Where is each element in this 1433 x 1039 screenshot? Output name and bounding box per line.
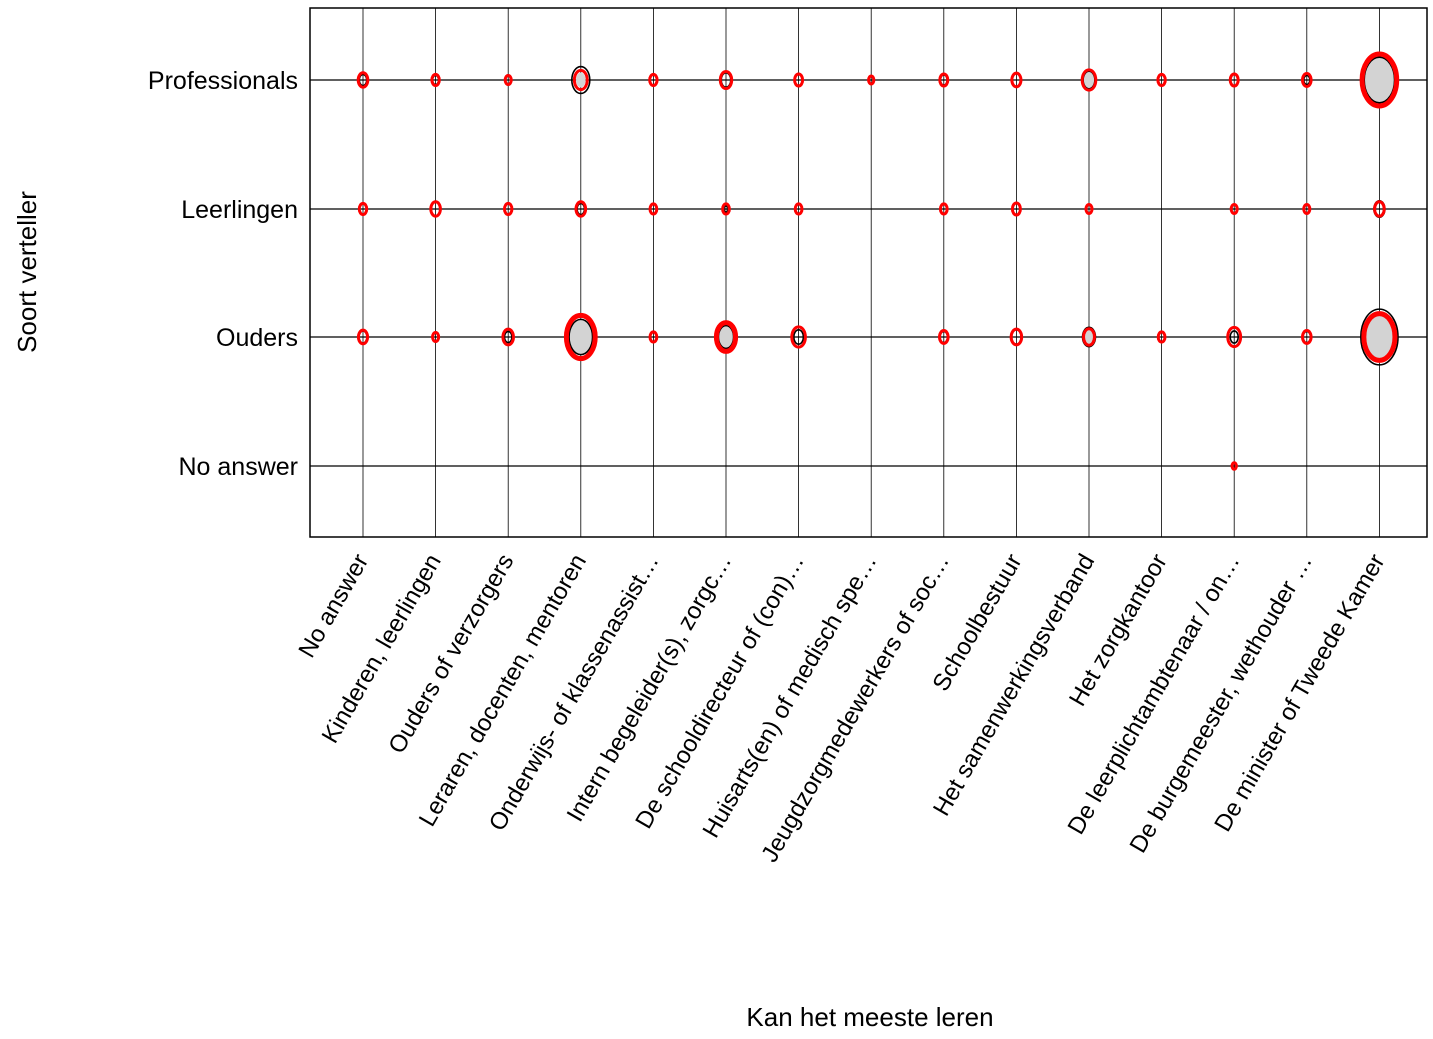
grid-lines <box>310 8 1427 537</box>
bubble-red-outline <box>572 68 589 92</box>
bubble-red-outline <box>648 202 659 216</box>
bubble-red-outline <box>1080 68 1098 92</box>
bubble-red-outline <box>356 328 370 346</box>
bubble-black-outline <box>792 328 805 345</box>
bubble-fill <box>1083 328 1095 346</box>
x-axis-label: Kan het meeste leren <box>746 1002 993 1032</box>
bubble-red-outline <box>1228 72 1240 88</box>
bubble-red-outline <box>1301 72 1313 88</box>
bubble-black-outline <box>568 318 594 356</box>
bubble-red-outline <box>648 72 659 88</box>
bubble-red-outline <box>938 202 949 216</box>
bubble-red-outline <box>357 201 369 217</box>
bubble-black-outline <box>1229 330 1240 344</box>
bubble-red-outline <box>1082 327 1096 347</box>
bubble-fill <box>1363 313 1395 361</box>
y-tick-label: Professionals <box>148 67 298 95</box>
bubble-red-outline <box>1010 71 1023 89</box>
bubble-red-outline <box>429 200 442 218</box>
bubble-red-outline <box>563 312 598 362</box>
bubble-red-outline <box>713 320 739 354</box>
bubble-red-outline <box>1084 202 1094 216</box>
bubble-red-outline <box>430 72 441 88</box>
bubble-red-outline <box>1010 201 1022 217</box>
bubble-red-outline <box>1156 72 1167 88</box>
x-tick-label: No answer <box>293 549 374 662</box>
bubble-red-outline <box>502 201 514 217</box>
bubble-black-outline <box>1360 308 1399 366</box>
bubble-red-outline <box>790 325 807 349</box>
bubble-red-outline <box>1359 51 1400 109</box>
bubble-red-outline <box>718 69 734 91</box>
bubble-fill <box>718 325 734 349</box>
bubble-red-outline <box>1226 325 1243 349</box>
bubble-red-outline <box>648 330 659 344</box>
bubble-red-outline <box>1229 202 1239 216</box>
y-tick-label: Leerlingen <box>181 196 298 224</box>
bubble-red-outline <box>501 327 515 347</box>
bubble-red-outline <box>1361 311 1398 363</box>
bubble-fill <box>576 72 586 88</box>
bubble-red-outline <box>1230 461 1238 471</box>
bubble-red-outline <box>356 71 370 89</box>
bubble-red-outline <box>938 329 950 345</box>
bubble-red-outline <box>431 330 441 344</box>
bubble-red-outline <box>938 72 950 88</box>
x-tick-label: Ouders of verzorgers <box>383 550 519 759</box>
bubble-red-outline <box>1009 327 1024 347</box>
bubble-red-outline <box>867 74 876 86</box>
bubble-marks <box>356 51 1400 471</box>
plot-area <box>309 7 1428 538</box>
bubble-black-outline <box>571 65 591 95</box>
bubble-red-outline <box>1373 200 1386 218</box>
bubble-red-outline <box>721 202 731 216</box>
bubble-black-outline <box>503 330 513 344</box>
bubble-fill <box>1364 57 1395 103</box>
y-axis-label: Soort verteller <box>12 191 42 353</box>
bubble-fill <box>1083 71 1095 89</box>
bubble-red-outline <box>793 202 804 216</box>
bubble-red-outline <box>574 200 588 218</box>
bubble-red-outline <box>1156 330 1167 344</box>
bubble-red-outline <box>1301 329 1313 345</box>
y-tick-label: No answer <box>179 453 299 481</box>
bubble-red-outline <box>503 73 513 87</box>
bubble-fill <box>569 319 593 355</box>
bubble-red-outline <box>1302 202 1312 216</box>
y-tick-labels: Professionals Leerlingen Ouders No answer <box>148 67 298 481</box>
y-tick-label: Ouders <box>216 324 298 352</box>
bubble-red-outline <box>793 72 805 88</box>
